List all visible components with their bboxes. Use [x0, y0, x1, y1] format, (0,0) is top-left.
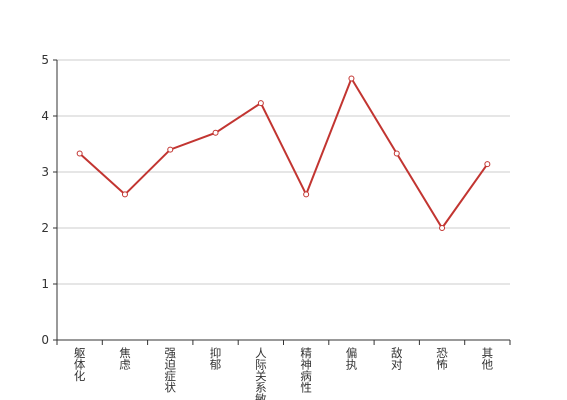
x-tick-label: 恐怖 — [435, 347, 449, 370]
x-tick-label: 躯体化 — [73, 347, 87, 382]
point — [76, 150, 83, 157]
y-tick-label: 2 — [41, 221, 49, 235]
line — [78, 76, 489, 230]
x-tick-label: 焦虑 — [118, 347, 132, 370]
x-tick-label: 敌对 — [390, 346, 404, 370]
point — [121, 191, 128, 198]
x-tick-label: 人际关系敏感 — [254, 347, 268, 400]
x-tick-label: 强迫症状 — [163, 347, 177, 393]
x-tick-label: 其他 — [480, 347, 494, 370]
y-tick-label: 3 — [41, 165, 49, 179]
y-tick-label: 4 — [41, 109, 49, 123]
point — [484, 161, 491, 168]
x-tick-label: 精神病性 — [299, 347, 313, 394]
y-tick-label: 5 — [41, 53, 49, 67]
point — [212, 129, 219, 136]
point — [439, 225, 446, 231]
point — [393, 150, 400, 157]
x-tick-label: 抑郁 — [209, 346, 223, 370]
x-tick-label: 偏执 — [344, 346, 358, 371]
point — [348, 75, 355, 82]
point — [167, 146, 174, 153]
y-tick-label: 0 — [41, 333, 49, 347]
y-tick-label: 1 — [41, 277, 49, 291]
point — [303, 191, 310, 198]
point — [257, 100, 264, 107]
